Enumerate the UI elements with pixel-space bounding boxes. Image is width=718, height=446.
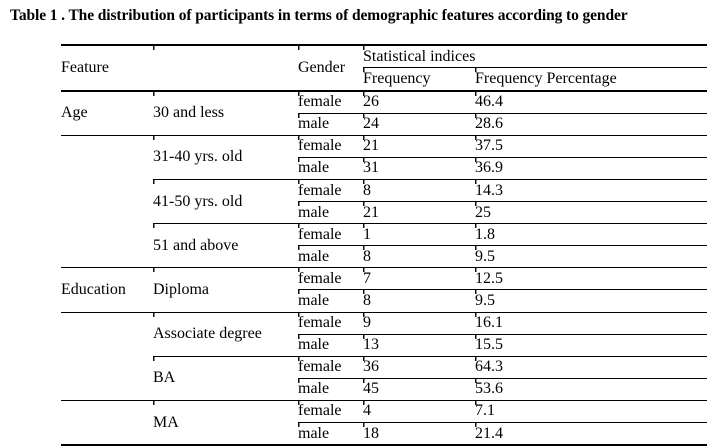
column-header-frequency-percentage: Frequency Percentage <box>475 67 708 92</box>
frequency-percentage-cell: 37.5 <box>475 135 708 158</box>
column-header-feature: Feature <box>61 45 153 92</box>
table-row: 31-40 yrs. old female 21 37.5 <box>61 135 708 269</box>
gender-cell: male <box>298 422 363 446</box>
table-row: male 31 36.9 <box>61 157 708 180</box>
frequency-percentage-cell: 21.4 <box>475 422 708 446</box>
frequency-cell: 8 <box>363 289 475 313</box>
frequency-percentage-cell: 25 <box>475 201 708 225</box>
table-row: 41-50 yrs. old female 8 14.3 <box>61 179 708 225</box>
table-row: MA female 4 7.1 <box>61 400 708 446</box>
frequency-percentage-cell: 36.9 <box>475 157 708 180</box>
frequency-percentage-cell: 9.5 <box>475 289 708 313</box>
category-cell: Associate degree <box>153 312 298 357</box>
gender-cell: female <box>298 400 363 424</box>
frequency-cell: 45 <box>363 378 475 401</box>
frequency-percentage-cell: 53.6 <box>475 378 708 401</box>
feature-cell <box>61 135 153 269</box>
column-header-gender: Gender <box>298 45 363 92</box>
category-cell: 41-50 yrs. old <box>153 179 298 225</box>
category-cell: MA <box>153 400 298 446</box>
gender-cell: female <box>298 356 363 379</box>
gender-cell: female <box>298 90 363 114</box>
table-row: male 8 9.5 <box>61 289 708 313</box>
gender-cell: male <box>298 289 363 313</box>
gender-cell: male <box>298 113 363 136</box>
feature-cell <box>61 400 153 446</box>
gender-cell: male <box>298 245 363 269</box>
table-row: BA female 36 64.3 <box>61 356 708 401</box>
feature-cell <box>61 312 153 401</box>
frequency-percentage-cell: 28.6 <box>475 113 708 136</box>
category-cell: Diploma <box>153 267 298 313</box>
frequency-percentage-cell: 14.3 <box>475 179 708 203</box>
header-row-1: Feature Gender Statistical indices <box>61 45 708 92</box>
gender-cell: female <box>298 179 363 203</box>
frequency-cell: 13 <box>363 334 475 357</box>
column-header-subcategory-empty <box>153 45 298 92</box>
frequency-percentage-cell: 64.3 <box>475 356 708 379</box>
gender-cell: female <box>298 223 363 247</box>
frequency-percentage-cell: 9.5 <box>475 245 708 269</box>
table-title: Table 1 . The distribution of participan… <box>10 7 628 24</box>
table-row: male 8 9.5 <box>61 245 708 269</box>
frequency-percentage-cell: 16.1 <box>475 312 708 335</box>
feature-cell: Age <box>61 90 153 136</box>
frequency-cell: 26 <box>363 90 475 114</box>
frequency-cell: 21 <box>363 201 475 225</box>
column-header-frequency: Frequency <box>363 67 475 92</box>
category-cell: 51 and above <box>153 223 298 269</box>
table-row: 51 and above female 1 1.8 <box>61 223 708 269</box>
gender-cell: male <box>298 378 363 401</box>
table-row: Age 30 and less female 26 46.4 <box>61 90 708 136</box>
frequency-percentage-cell: 7.1 <box>475 400 708 424</box>
gender-cell: male <box>298 201 363 225</box>
category-cell: 31-40 yrs. old <box>153 135 298 180</box>
header-row-2: Frequency Frequency Percentage <box>61 67 708 92</box>
column-header-statistical-indices: Statistical indices <box>363 45 708 69</box>
frequency-cell: 9 <box>363 312 475 335</box>
table-row: Associate degree female 9 16.1 <box>61 312 708 401</box>
frequency-cell: 31 <box>363 157 475 180</box>
table-row: male 24 28.6 <box>61 113 708 136</box>
frequency-cell: 4 <box>363 400 475 424</box>
category-cell: BA <box>153 356 298 401</box>
table-row: male 13 15.5 <box>61 334 708 357</box>
category-cell: 30 and less <box>153 90 298 136</box>
frequency-cell: 8 <box>363 179 475 203</box>
frequency-percentage-cell: 1.8 <box>475 223 708 247</box>
frequency-cell: 7 <box>363 267 475 291</box>
frequency-cell: 1 <box>363 223 475 247</box>
demographics-table: Feature Gender Statistical indices Frequ… <box>61 44 708 446</box>
table-row: male 45 53.6 <box>61 378 708 401</box>
frequency-percentage-cell: 12.5 <box>475 267 708 291</box>
table-body: Age 30 and less female 26 46.4 male 24 28.6 31-4… <box>61 90 708 446</box>
table-row: male 21 25 <box>61 201 708 225</box>
table-row: Education Diploma female 7 12.5 <box>61 267 708 313</box>
gender-cell: male <box>298 157 363 180</box>
frequency-cell: 8 <box>363 245 475 269</box>
frequency-percentage-cell: 15.5 <box>475 334 708 357</box>
gender-cell: female <box>298 267 363 291</box>
frequency-cell: 21 <box>363 135 475 158</box>
frequency-cell: 24 <box>363 113 475 136</box>
gender-cell: female <box>298 312 363 335</box>
gender-cell: female <box>298 135 363 158</box>
frequency-percentage-cell: 46.4 <box>475 90 708 114</box>
frequency-cell: 18 <box>363 422 475 446</box>
feature-cell: Education <box>61 267 153 313</box>
frequency-cell: 36 <box>363 356 475 379</box>
gender-cell: male <box>298 334 363 357</box>
